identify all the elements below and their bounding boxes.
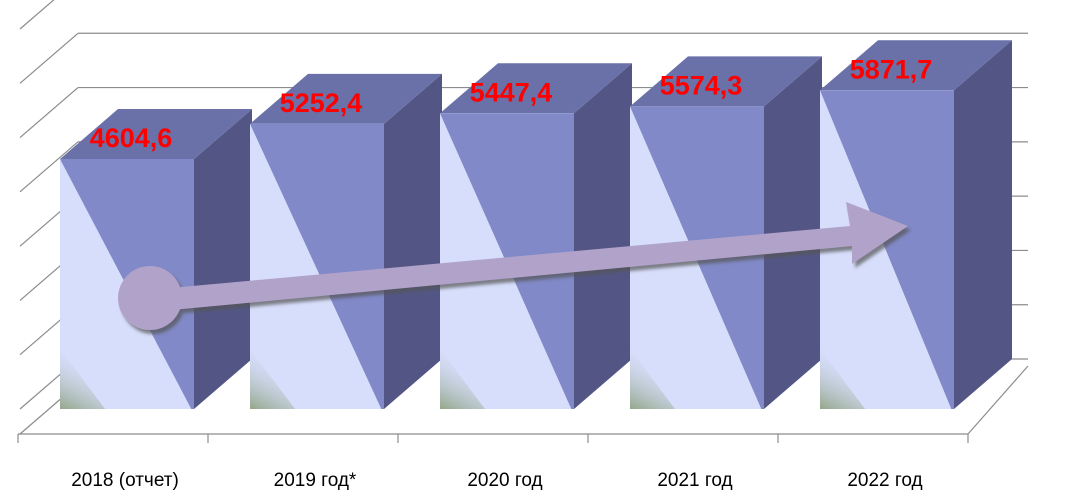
wall-gridline: [19, 87, 79, 139]
bar-top: [820, 40, 1012, 91]
bar-floor-tint: [630, 349, 675, 409]
category-axis: 2018 (отчет) 2019 год* 2020 год 2021 год…: [71, 470, 922, 491]
trend-arrow-shape: [118, 202, 908, 330]
bar-floor-tint: [250, 349, 295, 409]
value-label: 4604,6: [90, 123, 173, 153]
bar-front-shade: [820, 90, 954, 409]
arrow-origin-circle: [118, 266, 182, 330]
bar: [250, 73, 442, 409]
bar-top: [250, 73, 442, 124]
bar-front-shade: [250, 123, 384, 409]
x-tick-label: 2019 год*: [274, 470, 357, 491]
wall-gridline: [19, 32, 79, 84]
x-tick-label: 2020 год: [467, 470, 542, 491]
x-tick-label: 2022 год: [847, 470, 922, 491]
bar-floor-tint: [440, 349, 485, 409]
value-label: 5871,7: [850, 54, 933, 84]
bar-floor-tint: [820, 349, 865, 409]
bar: [60, 109, 252, 409]
x-tick-label: 2018 (отчет): [71, 470, 179, 491]
value-label: 5447,4: [470, 77, 553, 107]
bar: [440, 63, 632, 410]
arrow-shaft: [148, 202, 908, 312]
bar: [820, 40, 1012, 409]
bar-top: [630, 56, 822, 107]
value-label: 5574,3: [660, 70, 743, 100]
floor-edge: [967, 365, 1029, 435]
wall-gridline: [19, 141, 79, 193]
bar-side: [384, 73, 442, 409]
bar-top: [60, 109, 252, 160]
value-label: 5252,4: [280, 88, 363, 118]
x-tick-label: 2021 год: [657, 470, 732, 491]
bar-top: [440, 63, 632, 114]
wall-gridline: [19, 0, 55, 30]
bar-side: [194, 109, 252, 409]
bar-floor-tint: [60, 349, 105, 409]
trend-arrow: [118, 202, 908, 330]
bar-side: [574, 63, 632, 410]
bar-side: [954, 40, 1012, 409]
value-labels: 4604,6 5252,4 5447,4 5574,3 5871,7: [90, 54, 933, 153]
